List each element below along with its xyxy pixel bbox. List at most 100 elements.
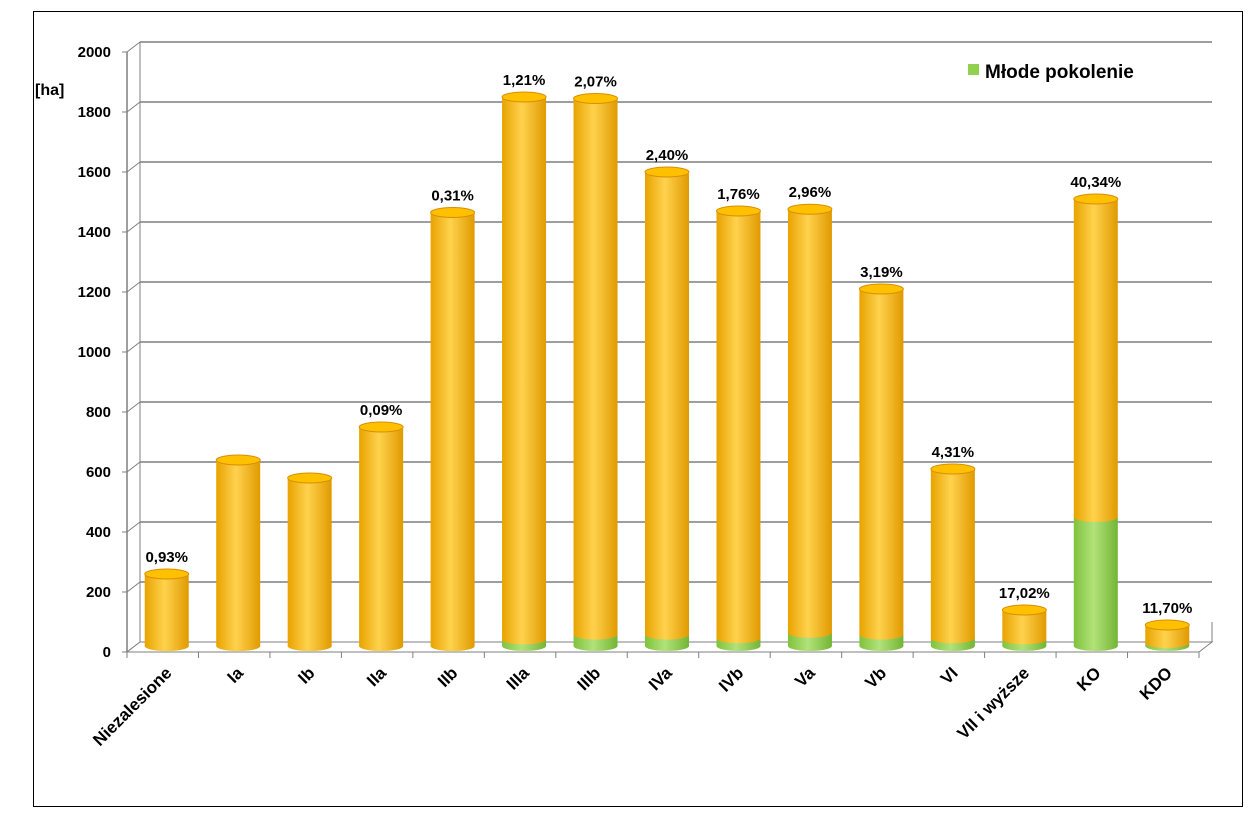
- x-tick-label: Ib: [294, 663, 318, 687]
- bar-segment-other: [859, 289, 904, 640]
- bar-segment-other: [502, 97, 547, 645]
- bar-ib: [287, 472, 333, 651]
- bar-iva: [644, 166, 690, 651]
- bar-top-cap: [358, 421, 404, 433]
- y-tick-diagonal: [126, 221, 141, 233]
- data-label: 40,34%: [1070, 174, 1121, 191]
- data-label: 4,31%: [932, 444, 975, 461]
- bar-segment-other: [645, 172, 689, 640]
- bar-segment-other: [287, 478, 332, 651]
- legend: Młode pokolenie: [968, 62, 1134, 83]
- y-tick-label: 1200: [78, 284, 111, 301]
- legend-swatch-mlode-pokolenie: [968, 64, 979, 75]
- data-label: 3,19%: [860, 264, 903, 281]
- bar-segment-other: [787, 209, 832, 638]
- bar-top-cap: [501, 91, 547, 103]
- bar-top-cap: [930, 463, 976, 475]
- bar-segment-other: [430, 212, 475, 651]
- bar-top-cap: [1073, 193, 1119, 205]
- x-tick-label: IIIb: [574, 663, 605, 694]
- bar-top-cap: [573, 93, 619, 104]
- x-tick-label: IVa: [645, 663, 676, 694]
- y-tick-label: 800: [86, 404, 111, 421]
- x-tick-label: Ia: [224, 663, 248, 687]
- y-tick-diagonal: [126, 41, 141, 53]
- bar-top-cap: [215, 454, 261, 466]
- x-tick-label: IIb: [434, 663, 461, 690]
- bar-top-cap: [430, 207, 476, 218]
- y-tick-label: 600: [86, 464, 111, 481]
- bar-segment-other: [573, 98, 618, 640]
- bar-top-cap: [715, 205, 761, 217]
- y-tick-label: 400: [86, 524, 111, 541]
- bar-top-cap: [787, 203, 833, 215]
- y-tick-diagonal: [126, 521, 141, 533]
- y-tick-diagonal: [126, 101, 141, 113]
- y-tick-diagonal: [126, 161, 141, 173]
- bar-segment-other: [1073, 199, 1118, 522]
- bar-segment-other: [144, 574, 189, 651]
- data-label: 2,96%: [789, 184, 832, 201]
- y-tick-diagonal: [126, 401, 141, 413]
- y-tick-label: 1800: [78, 104, 111, 121]
- data-label: 2,40%: [646, 147, 689, 164]
- bar-vb: [858, 283, 904, 651]
- bar-segment-other: [216, 460, 261, 651]
- y-tick-label: 2000: [78, 44, 111, 61]
- bar-segment-other: [359, 427, 404, 651]
- y-tick-diagonal: [126, 581, 141, 593]
- bar-top-cap: [644, 166, 690, 178]
- data-label: 2,07%: [574, 74, 617, 91]
- x-tick-label: VII i wyższe: [954, 663, 1034, 743]
- bar-top-cap: [1001, 604, 1047, 616]
- x-tick-label: IIIa: [503, 663, 534, 694]
- y-tick-diagonal: [126, 341, 141, 353]
- data-label: 1,21%: [503, 72, 546, 89]
- legend-label-mlode-pokolenie: Młode pokolenie: [985, 62, 1134, 83]
- bar-segment-other: [716, 211, 761, 644]
- y-tick-label: 200: [86, 584, 111, 601]
- bar-ia: [215, 454, 261, 651]
- bar-ivb: [715, 205, 761, 651]
- bar-kdo: [1144, 619, 1190, 651]
- bar-segment-mlode-pokolenie: [787, 632, 832, 651]
- x-tick-label: Vb: [861, 663, 890, 692]
- x-tick-label: IIa: [363, 663, 390, 690]
- bar-top-cap: [1144, 619, 1190, 631]
- data-label: 0,09%: [360, 402, 403, 419]
- y-axis-unit-label: [ha]: [35, 82, 64, 99]
- x-tick-label: KO: [1073, 663, 1104, 694]
- y-tick-diagonal: [126, 461, 141, 473]
- bar-vii-i-wy-sze: [1001, 604, 1047, 651]
- bar-segment-other: [930, 469, 975, 644]
- y-tick-label: 1400: [78, 224, 111, 241]
- y-tick-label: 1600: [78, 164, 111, 181]
- y-tick-label: 1000: [78, 344, 111, 361]
- data-label: 11,70%: [1142, 600, 1192, 617]
- data-label: 0,93%: [145, 549, 188, 566]
- bar-vi: [930, 463, 976, 651]
- bar-segment-mlode-pokolenie: [1073, 517, 1118, 651]
- data-label: 0,31%: [431, 188, 474, 205]
- bar-top-cap: [858, 283, 904, 295]
- bar-iia: [358, 421, 404, 651]
- bar-top-cap: [144, 568, 190, 580]
- data-label: 17,02%: [999, 585, 1050, 602]
- x-tick-label: VI: [937, 663, 962, 688]
- x-tick-label: Niezalesione: [89, 663, 175, 749]
- bar-iiia: [501, 91, 547, 651]
- x-tick-label: Va: [791, 663, 819, 691]
- y-tick-label: 0: [103, 644, 111, 661]
- bar-va: [787, 203, 833, 651]
- x-tick-label: IVb: [715, 663, 747, 695]
- bar-top-cap: [287, 472, 333, 484]
- data-label: 1,76%: [717, 186, 760, 203]
- bar-segment-other: [1145, 625, 1190, 648]
- bar-niezalesione: [144, 568, 190, 651]
- y-tick-diagonal: [126, 281, 141, 293]
- bar-iiib: [573, 93, 619, 651]
- bar-segment-other: [1002, 610, 1047, 645]
- bars: [144, 91, 1190, 651]
- chart-frame: [33, 11, 1243, 807]
